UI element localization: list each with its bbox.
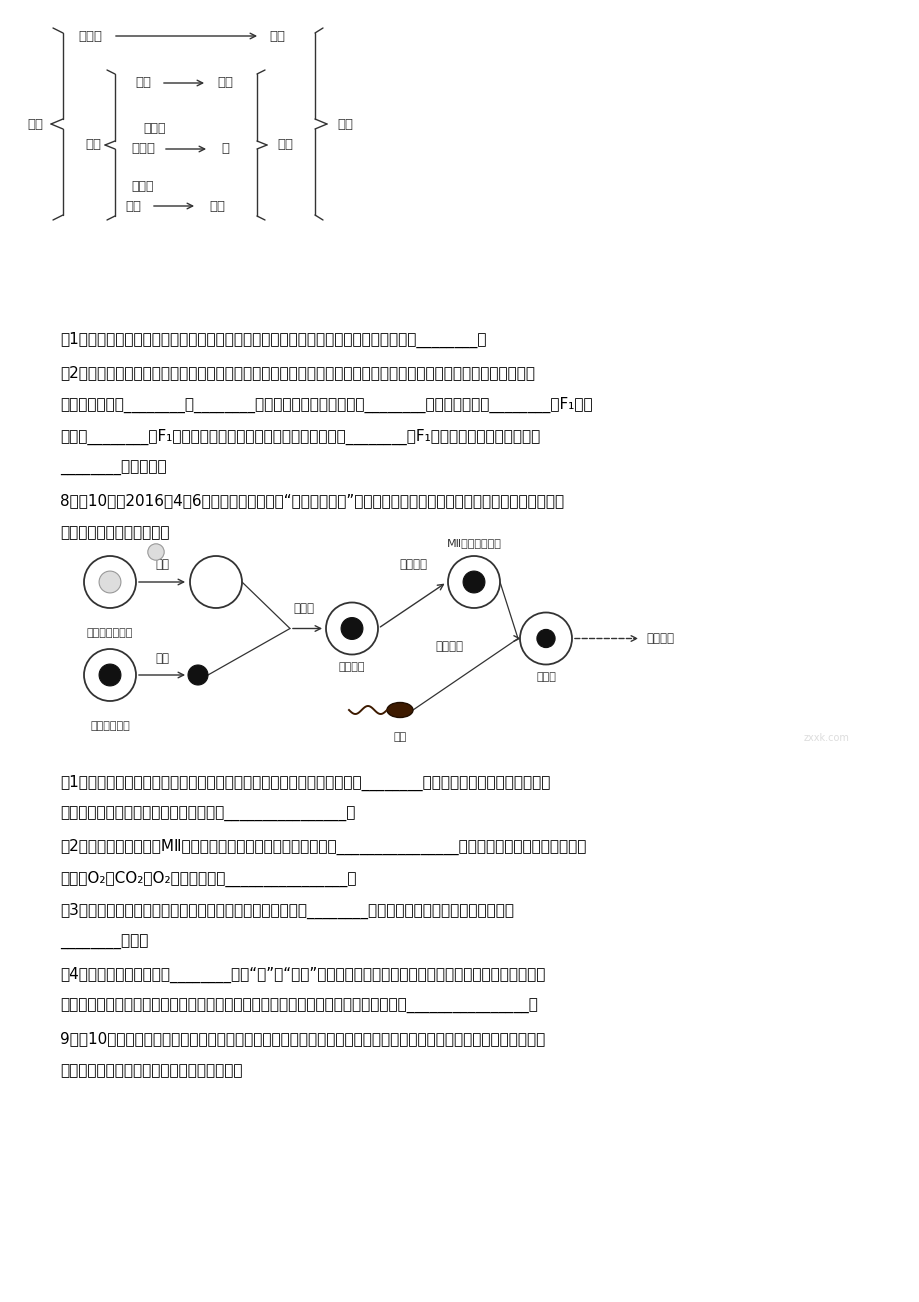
Text: 其作用机理如图所示。请据图回答下列问题：: 其作用机理如图所示。请据图回答下列问题： [60,1062,243,1078]
Text: （1）以种皮白色的纯合豌豆为母本，授以种皮灰色的豌豆的花粉，所结豌豆种皮颜色是________。: （1）以种皮白色的纯合豌豆为母本，授以种皮灰色的豌豆的花粉，所结豌豆种皮颜色是_… [60,332,486,348]
Text: 果实: 果实 [336,117,353,130]
Text: 去核: 去核 [154,559,169,572]
Text: （3）为保证胚胎移植的成功和胚胎移植对胚胎的需求，可在________时期对胚胎进行分割，多余的胚胎可: （3）为保证胚胎移植的成功和胚胎移植对胚胎的需求，可在________时期对胚胎… [60,904,514,919]
Text: 受精后: 受精后 [131,180,154,193]
Text: 种皮: 种皮 [217,77,233,90]
Ellipse shape [387,703,413,717]
Text: 种子: 种子 [277,138,292,151]
Circle shape [537,629,554,647]
Text: （2）选择豆荚颜色和种子形状两对相对性状的纯合亲本杂交，如果用黄色圆粒为母本，绿色皸粒为父本，两亲本的基: （2）选择豆荚颜色和种子形状两对相对性状的纯合亲本杂交，如果用黄色圆粒为母本，绿… [60,365,535,380]
Text: 母亲卵母细胞: 母亲卵母细胞 [90,721,130,730]
Text: 子房壁: 子房壁 [78,30,102,43]
Text: MⅡ中期卵母细胞: MⅡ中期卵母细胞 [446,538,501,548]
Text: 取核: 取核 [154,651,169,664]
Text: 三亲婴儿: 三亲婴儿 [645,631,674,644]
Text: 体外培养: 体外培养 [399,559,426,572]
Circle shape [99,664,120,686]
Text: 路线。据图回答下列问题：: 路线。据图回答下列问题： [60,525,169,540]
Text: 胚乳: 胚乳 [209,199,225,212]
Circle shape [325,603,378,655]
Text: 体外受精: 体外受精 [435,639,462,652]
Circle shape [190,556,242,608]
Text: （1）由于女性的自然周期产生的卵子太少，捌献者在取卵前通常需要注射________激素以促使卵母细胞捌献者超数: （1）由于女性的自然周期产生的卵子太少，捌献者在取卵前通常需要注射_______… [60,775,550,792]
Text: ________保存。: ________保存。 [60,935,148,950]
Circle shape [462,572,484,592]
Text: 极核: 极核 [125,199,141,212]
Text: 胚: 胚 [221,142,229,155]
Circle shape [187,665,208,685]
Text: （4）三亲婴儿的培育技术________（填“能”或“不能”）避免母亲的红绳色盲基因传递给后代。设计试管婴儿技: （4）三亲婴儿的培育技术________（填“能”或“不能”）避免母亲的红绳色盲… [60,967,545,983]
Text: ________种基因型。: ________种基因型。 [60,461,166,477]
Text: 果皮: 果皮 [268,30,285,43]
Circle shape [148,544,164,560]
Text: 子房: 子房 [27,117,43,130]
Text: 核移植: 核移植 [292,602,313,615]
Circle shape [448,556,499,608]
Text: 排卵。受捌者也要注射相关激素，目的是________________。: 排卵。受捌者也要注射相关激素，目的是________________。 [60,807,355,822]
Text: 受精后: 受精后 [143,122,166,135]
Text: （2）重组细胞需培养到MⅡ中期的原因是该时期的卵母细胞才具备________________。重组细胞体外培养所需的气体: （2）重组细胞需培养到MⅡ中期的原因是该时期的卵母细胞才具备__________… [60,838,585,855]
Text: 8．（10分）2016年4月6日，世界上首个拥有“三位亲生父母”的健康男婴在墓西哥诞生。其培育过程采用如下技术: 8．（10分）2016年4月6日，世界上首个拥有“三位亲生父母”的健康男婴在墓西… [60,493,563,508]
Text: 捐献者卵母细胞: 捐献者卵母细胞 [86,628,133,638]
Text: 因型为________。F₁植株所结的豆荚和种子的表现型及其比例为________，F₁植株群体所结的种子的胚有: 因型为________。F₁植株所结的豆荚和种子的表现型及其比例为_______… [60,428,539,445]
Text: 主要是O₂和CO₂，O₂的主要作用是________________。: 主要是O₂和CO₂，O₂的主要作用是________________。 [60,871,357,887]
Text: 胚珠: 胚珠 [85,138,101,151]
Text: 9．（10分）二甲双胍的抗肿瘤效应越来越受到人们的广泛关注。它可通过抑制某细胞结构的功能而抑制细胞的生长，: 9．（10分）二甲双胍的抗肿瘤效应越来越受到人们的广泛关注。它可通过抑制某细胞结… [60,1031,545,1046]
Text: zxxk.com: zxxk.com [803,733,849,743]
Text: 术与为解决不孕夫妦的生育问题而出现的试管婴儿技术的主要区别是植入前对胚胎进行________________。: 术与为解决不孕夫妦的生育问题而出现的试管婴儿技术的主要区别是植入前对胚胎进行__… [60,999,538,1014]
Text: 重组细胞: 重组细胞 [338,663,365,673]
Circle shape [84,556,136,608]
Text: 精子: 精子 [393,732,406,742]
Text: 卵细胞: 卵细胞 [130,142,154,155]
Text: 受精卵: 受精卵 [536,673,555,682]
Circle shape [341,617,362,639]
Circle shape [84,648,136,700]
Circle shape [99,572,120,592]
Text: 因型依次分别是________、________，母本上所结的豆荚的颜色________，种子的形状为________，F₁的基: 因型依次分别是________、________，母本上所结的豆荚的颜色____… [60,397,592,413]
Text: 珠被: 珠被 [135,77,151,90]
Circle shape [519,612,572,664]
